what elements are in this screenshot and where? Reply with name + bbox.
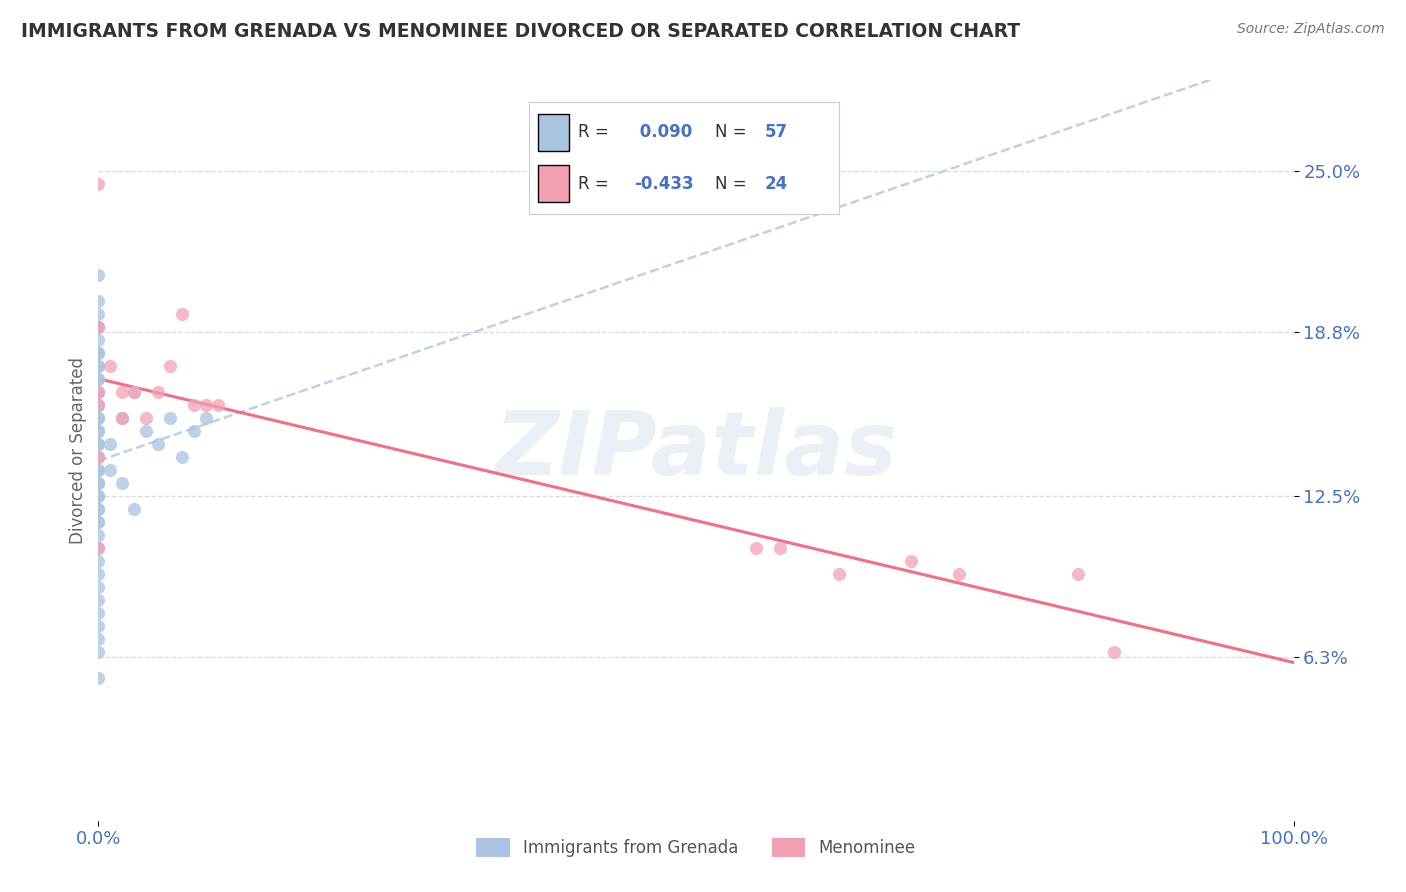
Point bbox=[111, 411, 134, 425]
Point bbox=[87, 489, 110, 503]
Point bbox=[87, 411, 110, 425]
Point bbox=[87, 384, 110, 399]
Point bbox=[124, 384, 146, 399]
Point bbox=[87, 372, 110, 386]
Point bbox=[159, 359, 181, 373]
Point bbox=[195, 411, 218, 425]
Point bbox=[87, 359, 110, 373]
Point bbox=[87, 645, 110, 659]
Point bbox=[87, 671, 110, 685]
Point bbox=[183, 424, 205, 438]
Point bbox=[87, 424, 110, 438]
Point bbox=[87, 450, 110, 464]
Point bbox=[87, 346, 110, 360]
Point bbox=[1104, 645, 1126, 659]
Point bbox=[87, 463, 110, 477]
Point bbox=[111, 475, 134, 490]
Point bbox=[900, 554, 922, 568]
Point bbox=[87, 437, 110, 451]
Point bbox=[124, 384, 146, 399]
Point bbox=[98, 359, 122, 373]
Point bbox=[87, 502, 110, 516]
Legend: Immigrants from Grenada, Menominee: Immigrants from Grenada, Menominee bbox=[470, 831, 922, 864]
Point bbox=[135, 411, 157, 425]
Point bbox=[87, 554, 110, 568]
Point bbox=[87, 424, 110, 438]
Point bbox=[172, 450, 194, 464]
Point bbox=[148, 384, 170, 399]
Point bbox=[87, 384, 110, 399]
Point bbox=[87, 475, 110, 490]
Point bbox=[87, 592, 110, 607]
Point bbox=[87, 566, 110, 581]
Point bbox=[87, 398, 110, 412]
Point bbox=[87, 320, 110, 334]
Point bbox=[195, 398, 218, 412]
Y-axis label: Divorced or Separated: Divorced or Separated bbox=[69, 357, 87, 544]
Point bbox=[87, 320, 110, 334]
Point bbox=[87, 489, 110, 503]
Point bbox=[87, 450, 110, 464]
Point bbox=[124, 502, 146, 516]
Text: IMMIGRANTS FROM GRENADA VS MENOMINEE DIVORCED OR SEPARATED CORRELATION CHART: IMMIGRANTS FROM GRENADA VS MENOMINEE DIV… bbox=[21, 22, 1021, 41]
Point bbox=[87, 580, 110, 594]
Point bbox=[87, 606, 110, 620]
Point bbox=[87, 177, 110, 191]
Point bbox=[135, 424, 157, 438]
Point bbox=[87, 528, 110, 542]
Point bbox=[87, 411, 110, 425]
Point bbox=[87, 475, 110, 490]
Point bbox=[87, 632, 110, 646]
Point bbox=[98, 437, 122, 451]
Point bbox=[948, 566, 970, 581]
Point bbox=[98, 463, 122, 477]
Point bbox=[87, 437, 110, 451]
Point bbox=[1067, 566, 1090, 581]
Point bbox=[87, 307, 110, 321]
Point bbox=[87, 541, 110, 555]
Point bbox=[87, 619, 110, 633]
Point bbox=[87, 515, 110, 529]
Point bbox=[87, 398, 110, 412]
Text: ZIPatlas: ZIPatlas bbox=[495, 407, 897, 494]
Point bbox=[87, 320, 110, 334]
Point bbox=[183, 398, 205, 412]
Point bbox=[768, 541, 790, 555]
Point bbox=[87, 502, 110, 516]
Point bbox=[87, 450, 110, 464]
Point bbox=[745, 541, 768, 555]
Point bbox=[87, 463, 110, 477]
Point bbox=[87, 398, 110, 412]
Point bbox=[87, 359, 110, 373]
Point bbox=[172, 307, 194, 321]
Point bbox=[207, 398, 229, 412]
Point bbox=[159, 411, 181, 425]
Point bbox=[87, 294, 110, 309]
Point bbox=[148, 437, 170, 451]
Text: Source: ZipAtlas.com: Source: ZipAtlas.com bbox=[1237, 22, 1385, 37]
Point bbox=[87, 384, 110, 399]
Point bbox=[87, 515, 110, 529]
Point bbox=[828, 566, 851, 581]
Point bbox=[111, 384, 134, 399]
Point bbox=[87, 372, 110, 386]
Point bbox=[111, 411, 134, 425]
Point bbox=[87, 268, 110, 282]
Point bbox=[87, 346, 110, 360]
Point bbox=[87, 541, 110, 555]
Point bbox=[87, 333, 110, 347]
